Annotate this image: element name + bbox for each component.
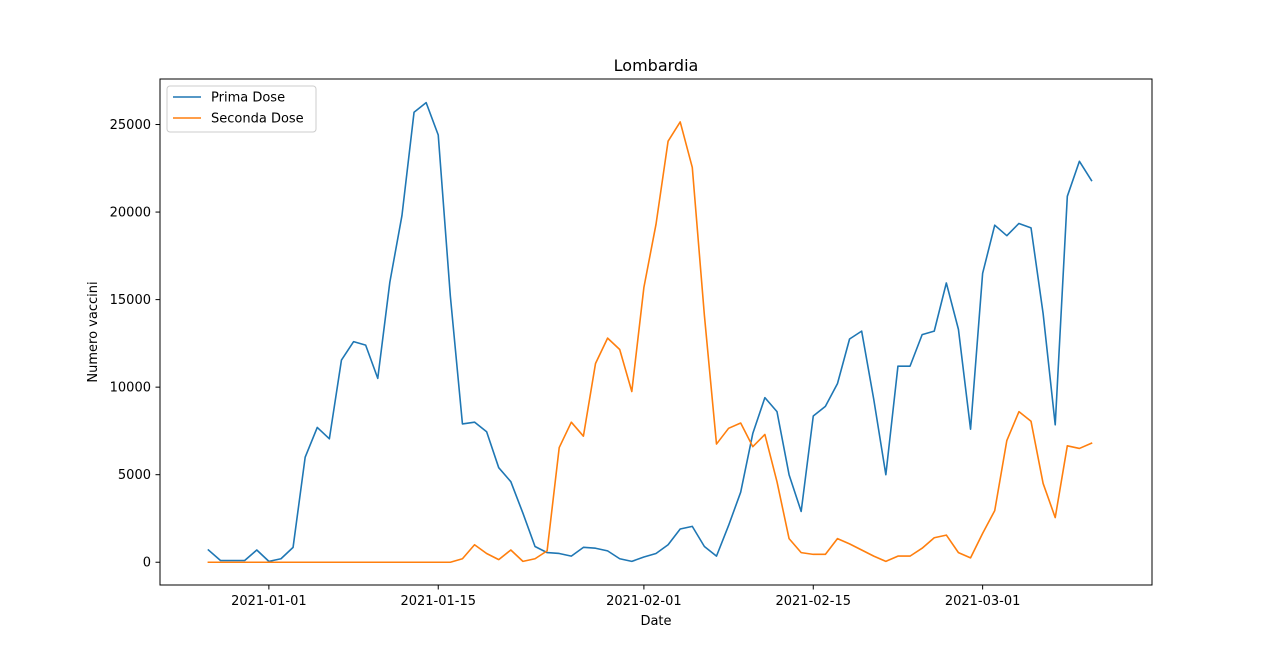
series-line-seconda-dose: [207, 121, 1093, 564]
x-axis-label: Date: [640, 614, 671, 629]
y-tick-label: 5000: [118, 468, 151, 483]
y-axis-label: Numero vaccini: [86, 281, 101, 382]
y-tick-label: 0: [143, 556, 151, 571]
x-tick-label: 2021-02-01: [606, 594, 682, 609]
y-tick-label: 25000: [110, 118, 151, 133]
plot-frame: [159, 78, 1153, 586]
x-tick-label: 2021-01-01: [231, 594, 307, 609]
x-tick-label: 2021-03-01: [945, 594, 1021, 609]
x-tick-label: 2021-02-15: [775, 594, 851, 609]
legend-label: Prima Dose: [211, 91, 285, 106]
x-tick-label: 2021-01-15: [400, 594, 476, 609]
plot-area: 2021-01-01 2021-01-15 2021-02-01 2021-02-15…: [110, 78, 1153, 609]
y-tick-label: 10000: [110, 381, 151, 396]
legend-label: Seconda Dose: [211, 112, 304, 127]
legend-box: [166, 85, 317, 133]
legend: Prima Dose Seconda Dose: [166, 85, 317, 133]
y-tick-label: 20000: [110, 206, 151, 221]
series-line-prima-dose: [207, 101, 1093, 563]
chart-title: Lombardia: [614, 56, 699, 75]
y-tick-label: 15000: [110, 293, 151, 308]
